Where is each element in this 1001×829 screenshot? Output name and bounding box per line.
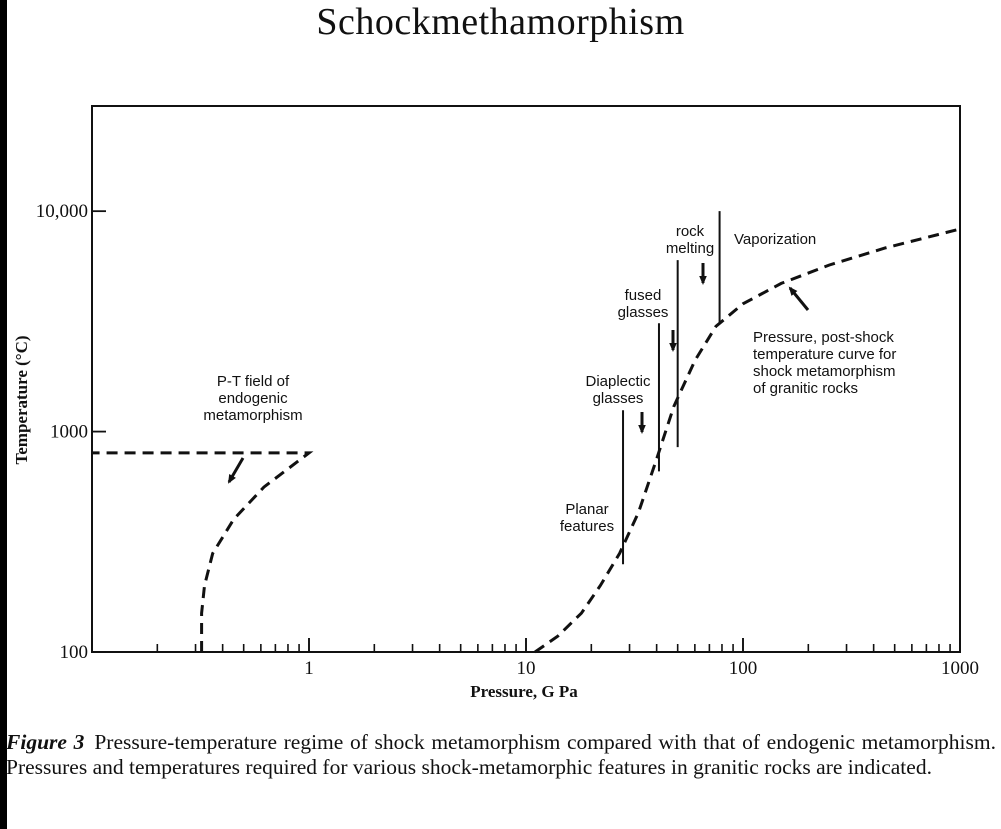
x-tick-label: 100 xyxy=(729,658,758,679)
threshold-lines xyxy=(622,211,721,565)
annotation-line: shock metamorphism xyxy=(753,363,896,380)
tick-marks: 1 10 100 1000 100 1000 10,000 xyxy=(36,201,979,679)
x-axis-label: Pressure, G Pa xyxy=(470,682,578,701)
annotation-line: features xyxy=(560,518,614,535)
x-tick-label: 1000 xyxy=(941,658,979,679)
annotation-planar: Planar features xyxy=(560,501,614,535)
annotation-line: Pressure, post-shock xyxy=(753,329,894,346)
annotation-line: melting xyxy=(666,240,714,257)
annotation-line: endogenic xyxy=(218,390,288,407)
series-endogenic-curve xyxy=(92,451,314,652)
annotation-line: Diaplectic xyxy=(585,373,651,390)
chart: 1 10 100 1000 100 1000 10,000 P-T field of endo… xyxy=(12,105,979,701)
x-tick-label: 10 xyxy=(517,658,536,679)
x-tick-label: 1 xyxy=(304,658,314,679)
series-shock-curve xyxy=(534,227,961,654)
annotation-diaplectic: Diaplectic glasses xyxy=(585,373,651,407)
annotation-line: Vaporization xyxy=(734,231,816,248)
annotation-line: rock xyxy=(676,223,705,240)
pointer-arrow-head xyxy=(669,343,677,352)
annotation-line: temperature curve for xyxy=(753,346,896,363)
annotation-line: fused xyxy=(625,287,662,304)
y-tick-label: 10,000 xyxy=(36,201,88,222)
annotation-vaporization: Vaporization xyxy=(734,231,816,248)
y-tick-label: 1000 xyxy=(50,422,88,443)
annotation-curve-label: Pressure, post-shock temperature curve fo… xyxy=(753,329,896,397)
annotation-line: glasses xyxy=(618,304,669,321)
y-axis-label: Temperature (°C) xyxy=(12,335,31,464)
pointer-arrow-head xyxy=(788,286,798,296)
page-edge-bar xyxy=(0,0,7,829)
annotation-fused: fused glasses xyxy=(618,287,669,321)
annotation-line: of granitic rocks xyxy=(753,380,858,397)
annotation-line: glasses xyxy=(593,390,644,407)
annotation-pt-field: P-T field of endogenic metamorphism xyxy=(203,373,302,424)
pointer-arrow-head xyxy=(699,276,707,285)
page-title: Schockmethamorphism xyxy=(316,1,685,43)
y-tick-label: 100 xyxy=(60,642,89,663)
figure-label: Figure 3 xyxy=(6,730,85,754)
annotation-rock-melting: rock melting xyxy=(666,223,714,257)
pointer-arrow-head xyxy=(228,474,236,484)
caption-text: Pressure-temperature regime of shock met… xyxy=(6,730,996,779)
annotation-line: P-T field of xyxy=(217,373,290,390)
series-group xyxy=(92,227,961,654)
figure-caption: Figure 3 Pressure-temperature regime of s… xyxy=(6,730,996,780)
pointer-arrow-head xyxy=(638,425,646,434)
annotation-line: Planar xyxy=(565,501,608,518)
annotation-line: metamorphism xyxy=(203,407,302,424)
